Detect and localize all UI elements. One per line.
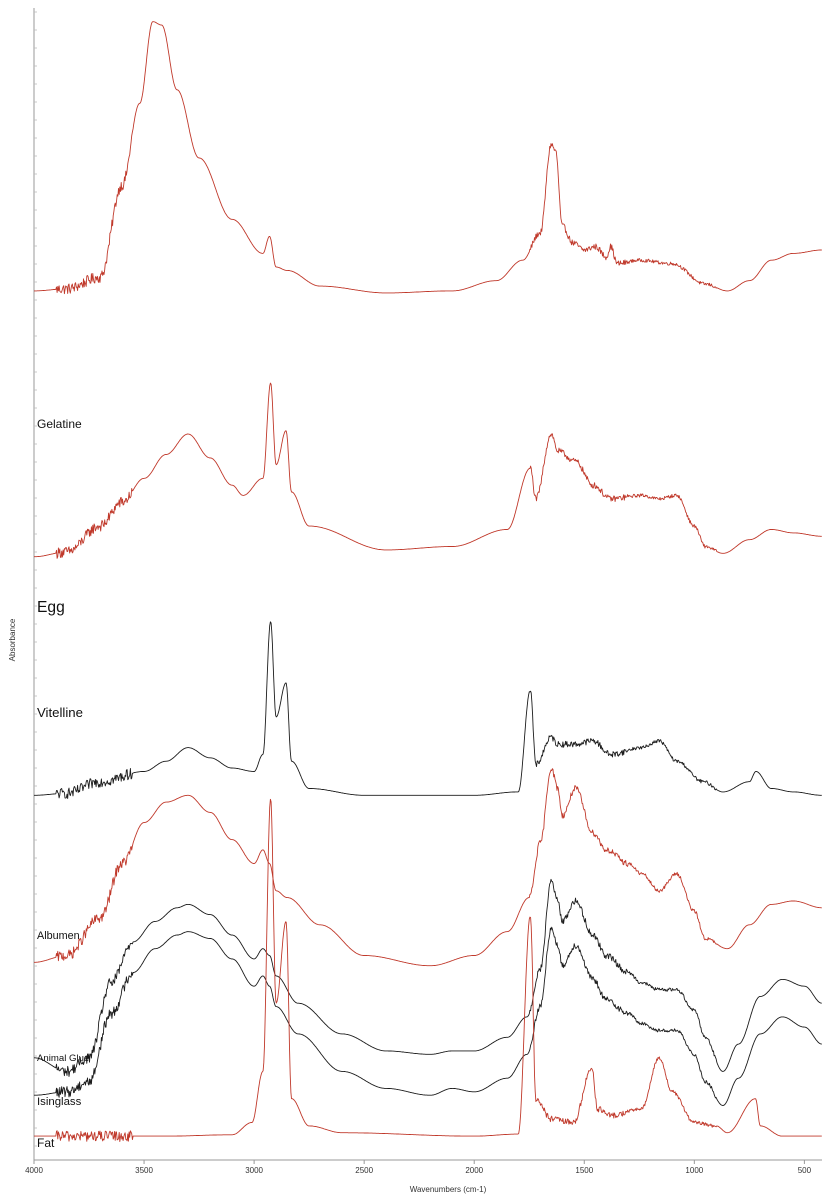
y-axis-minor-ticks: [34, 11, 37, 1147]
series-label-gelatine: Gelatine: [37, 417, 82, 431]
series-label-animal-glue: Animal Glue: [37, 1053, 89, 1064]
series-line-animal-glue: [34, 878, 822, 1077]
series-labels: Gelatine Egg Vitelline Albumen Animal Glue Is…: [37, 417, 89, 1150]
series-line-isinglass: [34, 926, 822, 1106]
x-tick-label: 1500: [575, 1166, 593, 1175]
series-label-vitelline: Vitelline: [37, 705, 83, 720]
x-tick-label: 4000: [25, 1166, 43, 1175]
series-line-fat: [34, 798, 822, 1142]
series-label-fat: Fat: [37, 1136, 55, 1150]
series-line-gelatine: [34, 21, 822, 295]
series-label-albumen: Albumen: [37, 930, 80, 942]
x-axis-ticks: 4000 3500 3000 2500 2000 1500 1000 500: [25, 1160, 812, 1175]
x-tick-label: 2000: [465, 1166, 483, 1175]
series-label-isinglass: Isinglass: [37, 1096, 82, 1108]
x-tick-label: 3500: [135, 1166, 153, 1175]
x-axis-title: Wavenumbers (cm-1): [410, 1185, 487, 1194]
series-label-egg: Egg: [37, 599, 65, 616]
x-tick-label: 500: [798, 1166, 812, 1175]
x-tick-label: 2500: [355, 1166, 373, 1175]
series-line-vitelline: [34, 621, 822, 799]
y-axis-title: Absorbance: [8, 618, 17, 661]
series-line-egg: [34, 382, 822, 559]
x-tick-label: 1000: [685, 1166, 703, 1175]
series-line-albumen: [34, 768, 822, 967]
spectra-series: [34, 21, 822, 1142]
x-tick-label: 3000: [245, 1166, 263, 1175]
